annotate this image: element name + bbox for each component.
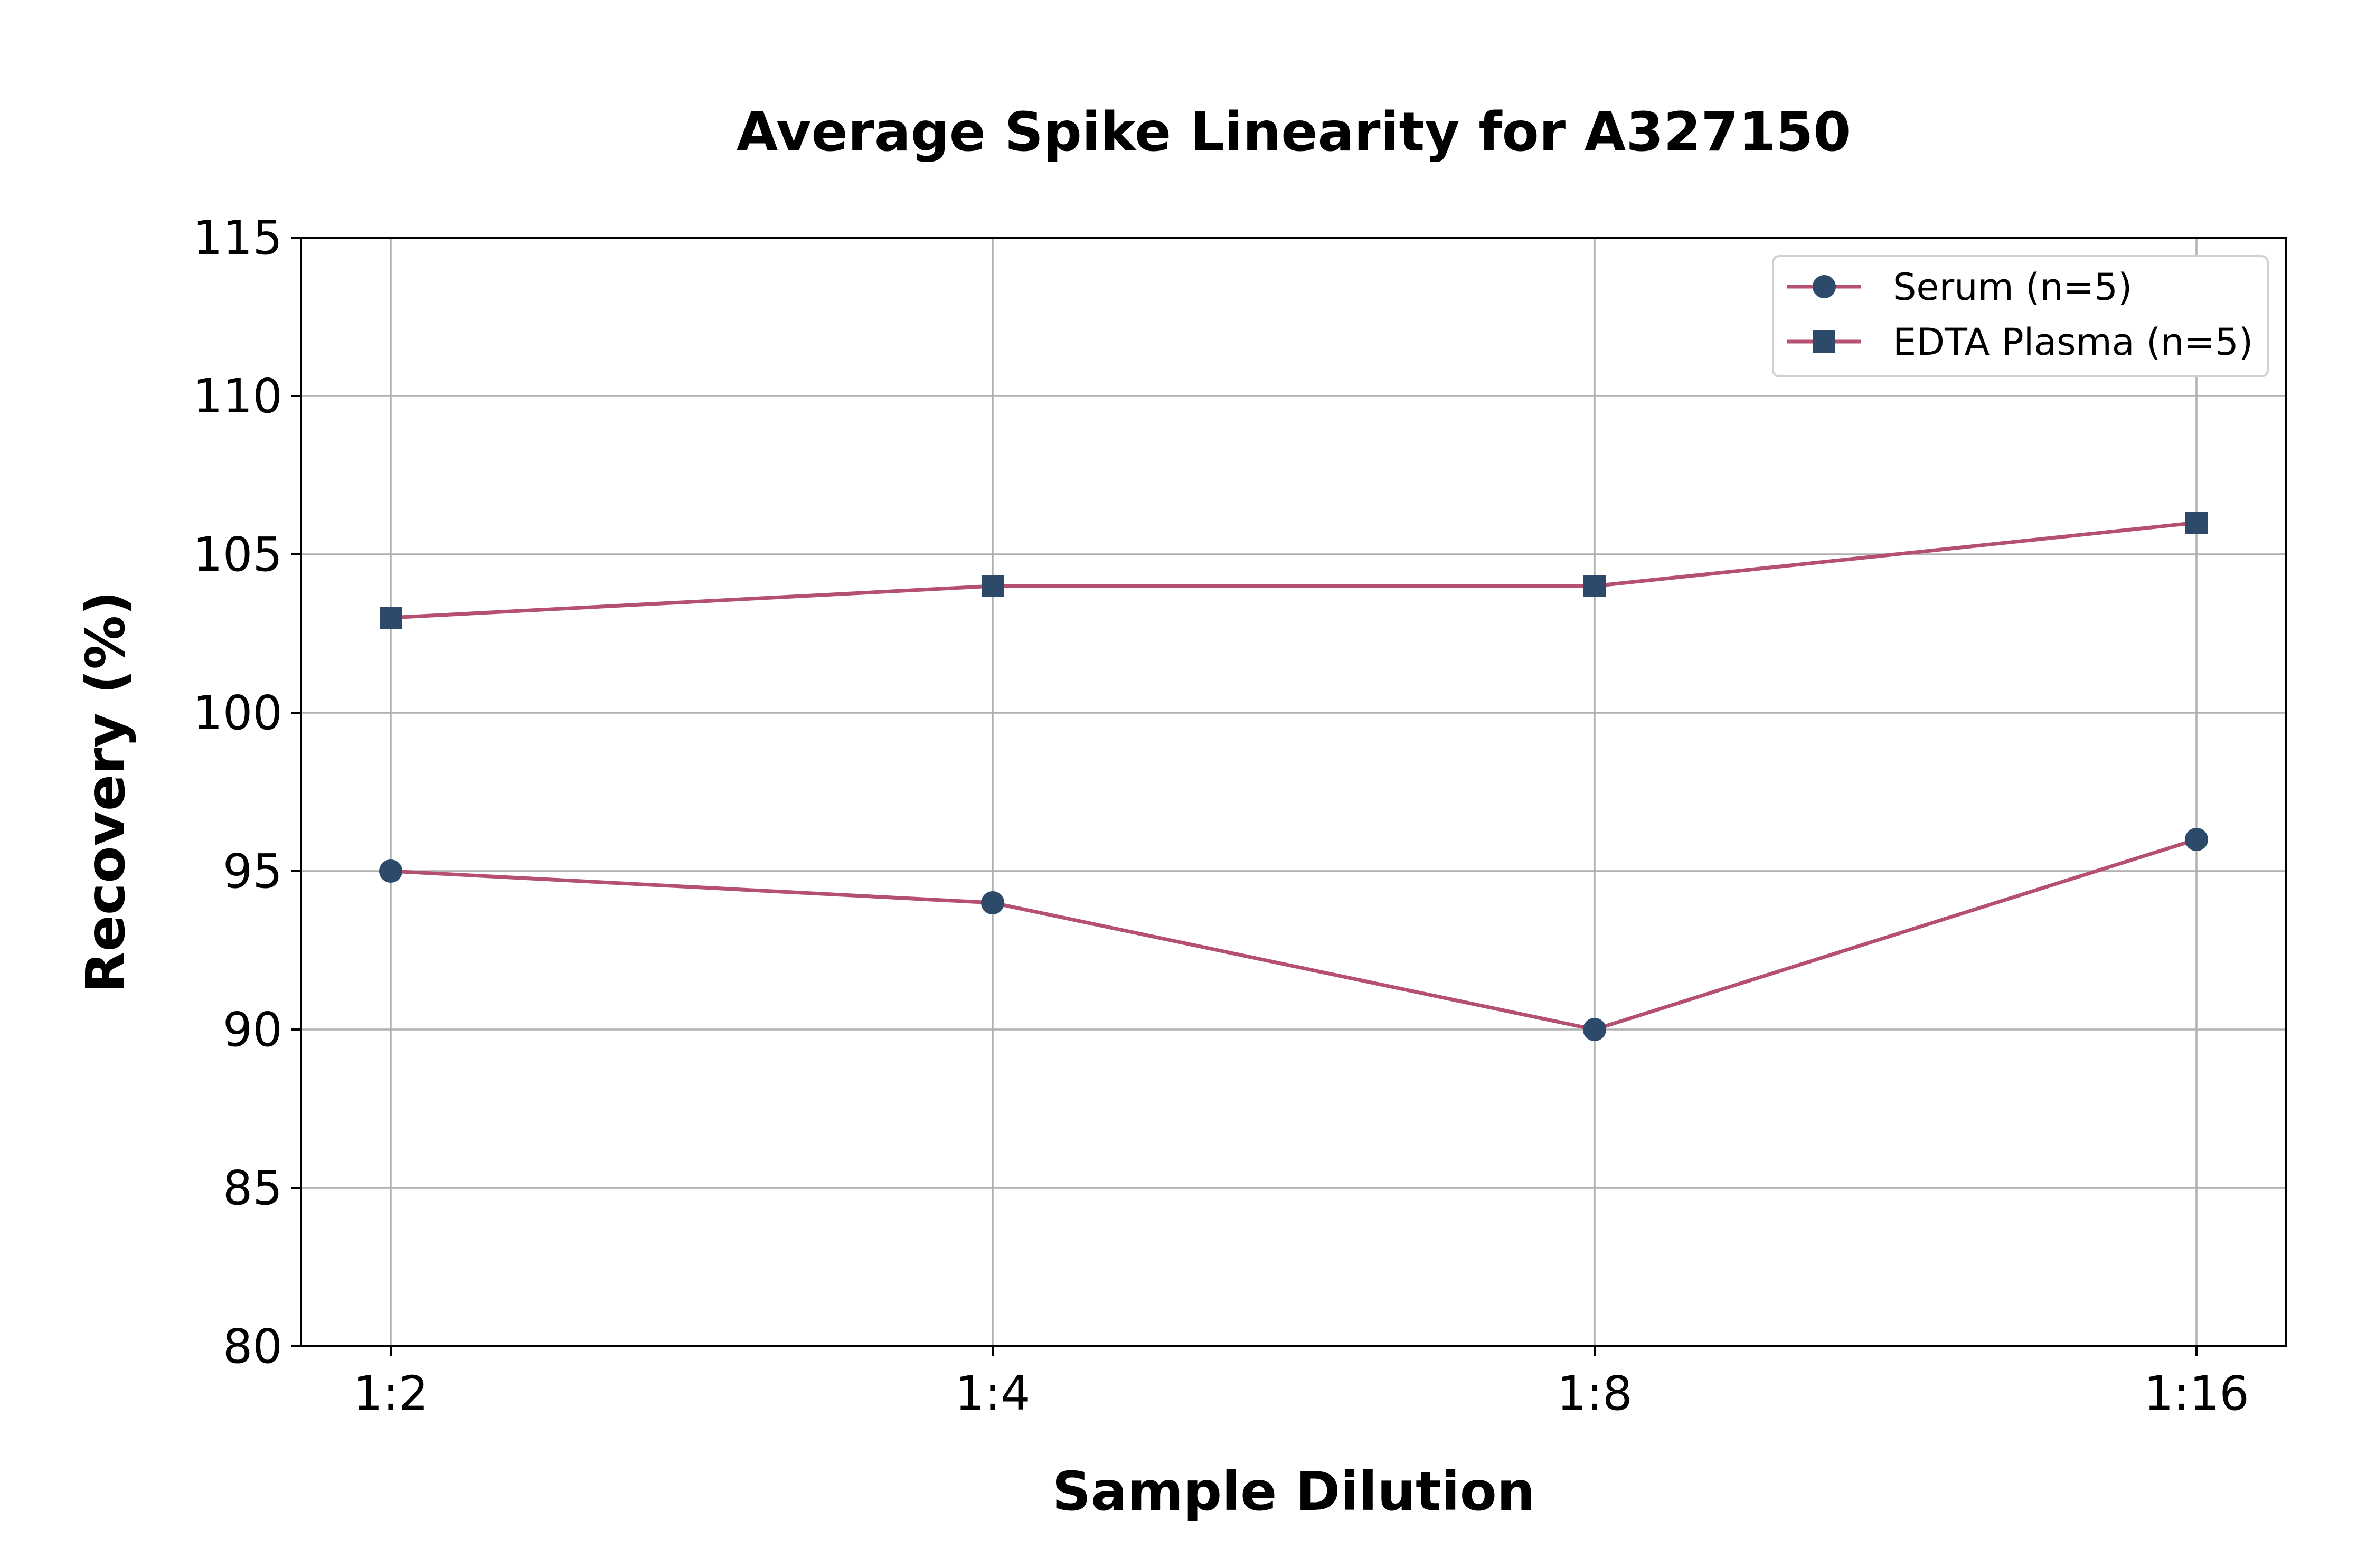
y-tick-label: 85 bbox=[223, 1160, 282, 1215]
x-tick-label: 1:8 bbox=[1557, 1366, 1632, 1421]
data-point bbox=[380, 607, 402, 629]
legend-marker bbox=[1813, 330, 1835, 353]
data-point bbox=[379, 859, 402, 883]
x-tick-label: 1:16 bbox=[2144, 1366, 2249, 1421]
y-tick-label: 80 bbox=[223, 1319, 282, 1374]
series-1 bbox=[380, 512, 2208, 629]
data-point bbox=[981, 891, 1004, 914]
y-tick-label: 90 bbox=[223, 1002, 282, 1057]
x-tick-label: 1:4 bbox=[955, 1366, 1030, 1421]
series-line bbox=[390, 521, 2197, 620]
y-tick-label: 100 bbox=[193, 685, 282, 740]
axis-ticks: 80 85 90 95 100 105 110 115 1:2 1:4 1:8 1:16 bbox=[193, 210, 2249, 1421]
data-point bbox=[1583, 1018, 1606, 1041]
series-layer bbox=[379, 512, 2208, 1041]
y-tick-label: 110 bbox=[193, 369, 282, 423]
data-point bbox=[2185, 828, 2208, 851]
chart-title: Average Spike Linearity for A327150 bbox=[737, 101, 1851, 164]
x-axis-label: Sample Dilution bbox=[1052, 1460, 1535, 1523]
series-0 bbox=[379, 828, 2208, 1041]
data-point bbox=[1583, 575, 1606, 597]
legend-label: EDTA Plasma (n=5) bbox=[1893, 320, 2253, 364]
y-tick-label: 105 bbox=[193, 527, 282, 582]
series-line bbox=[390, 837, 2198, 1032]
legend-marker bbox=[1813, 275, 1836, 298]
legend-entry-0: Serum (n=5) bbox=[1787, 266, 2132, 309]
legend: Serum (n=5) EDTA Plasma (n=5) bbox=[1772, 255, 2269, 377]
legend-entry-1: EDTA Plasma (n=5) bbox=[1787, 320, 2253, 364]
legend-label: Serum (n=5) bbox=[1893, 266, 2132, 309]
y-axis-label: Recovery (%) bbox=[74, 591, 137, 993]
legend-frame bbox=[1772, 255, 2269, 377]
plot-area-frame bbox=[300, 237, 2287, 1347]
data-point bbox=[982, 575, 1004, 597]
y-tick-label: 115 bbox=[193, 210, 282, 265]
y-tick-label: 95 bbox=[223, 844, 282, 899]
data-point bbox=[2185, 512, 2208, 534]
x-tick-label: 1:2 bbox=[353, 1366, 428, 1421]
grid-lines bbox=[301, 237, 2286, 1347]
